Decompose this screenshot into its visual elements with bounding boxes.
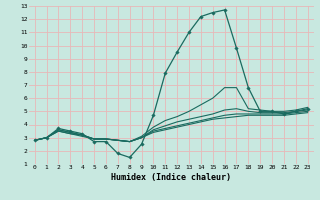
- X-axis label: Humidex (Indice chaleur): Humidex (Indice chaleur): [111, 173, 231, 182]
